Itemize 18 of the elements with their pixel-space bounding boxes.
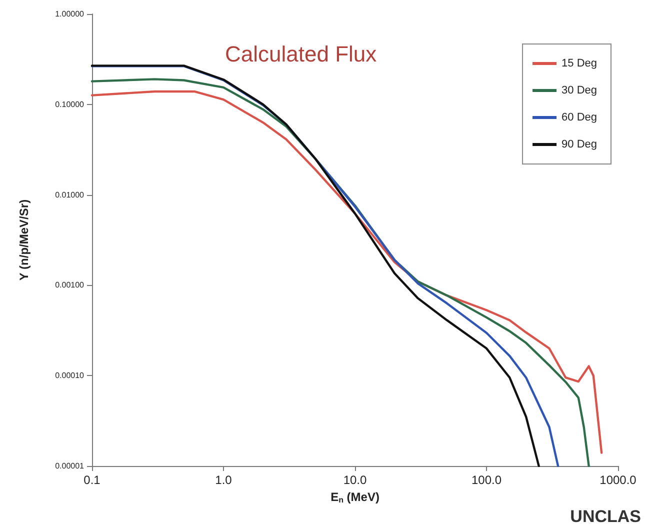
text: Calculated Flux: [225, 42, 377, 66]
x-tick-label: 10.0: [343, 473, 367, 487]
y-tick-label: 1.00000: [55, 10, 85, 18]
x-tick-label: 100.0: [471, 473, 502, 487]
y-tick-label: 0.00100: [55, 280, 85, 290]
x-tick-label: 1.0: [215, 473, 232, 487]
y-tick-label: 0.10000: [55, 100, 85, 109]
x-tick-label: 0.1: [84, 473, 101, 487]
legend-label: 15 Deg: [562, 58, 598, 70]
legend-label: 60 Deg: [562, 112, 598, 124]
x-tick-label: 1000.0: [600, 473, 637, 487]
y-tick-label: 0.01000: [55, 190, 85, 200]
legend-label: 90 Deg: [562, 138, 598, 150]
legend-label: 30 Deg: [562, 84, 598, 96]
y-tick-label: 0.00001: [55, 462, 85, 470]
y-tick-label: 0.00010: [55, 371, 85, 380]
text: UNCLAS: [570, 507, 642, 526]
y-axis-title: Y (n/p/MeV/Sr): [17, 199, 31, 281]
